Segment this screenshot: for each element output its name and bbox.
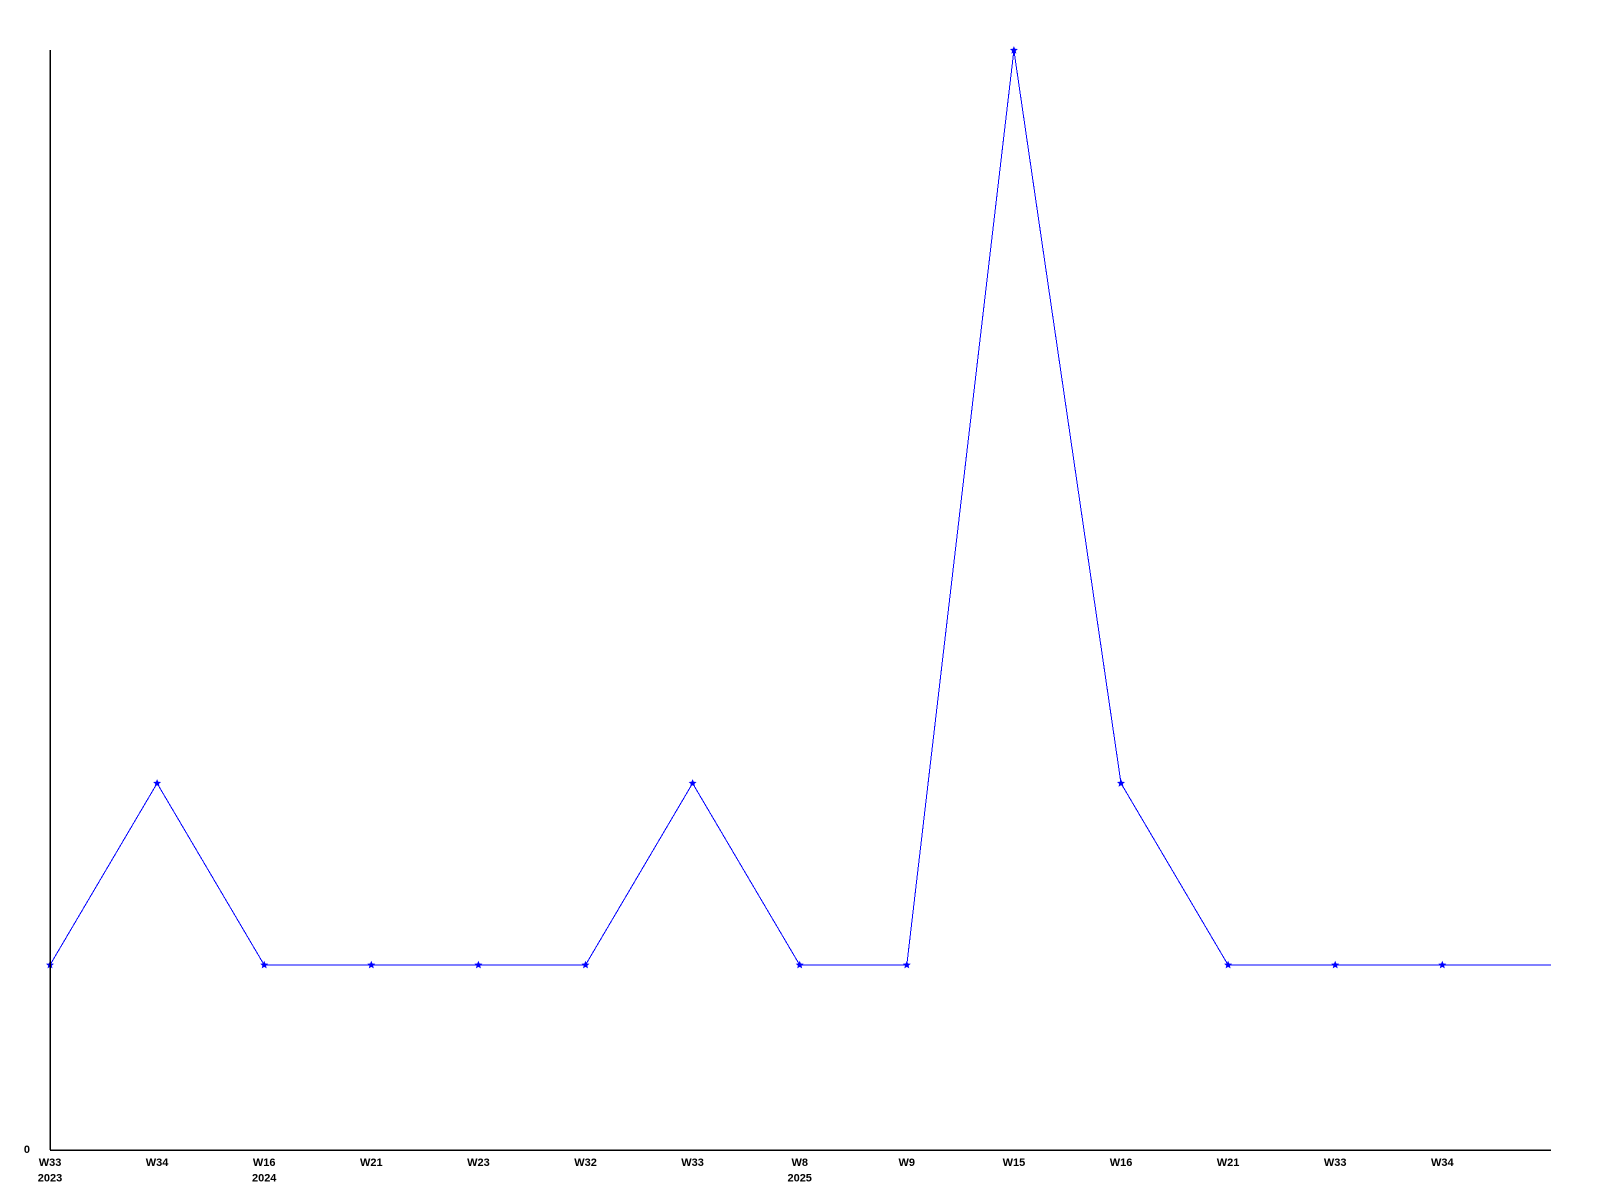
svg-text:W16: W16 (253, 1157, 276, 1169)
svg-text:W34: W34 (1431, 1157, 1455, 1169)
svg-text:0: 0 (24, 1144, 30, 1156)
svg-text:2025: 2025 (787, 1173, 811, 1185)
svg-text:W23: W23 (467, 1157, 490, 1169)
svg-text:W21: W21 (1217, 1157, 1240, 1169)
svg-text:W34: W34 (146, 1157, 170, 1169)
svg-text:2024: 2024 (252, 1173, 277, 1185)
svg-text:2023: 2023 (38, 1173, 62, 1185)
svg-text:W15: W15 (1003, 1157, 1026, 1169)
svg-text:W33: W33 (39, 1157, 62, 1169)
svg-text:W16: W16 (1110, 1157, 1133, 1169)
svg-text:W33: W33 (1324, 1157, 1347, 1169)
svg-text:W21: W21 (360, 1157, 383, 1169)
svg-text:W9: W9 (899, 1157, 916, 1169)
svg-text:W8: W8 (791, 1157, 808, 1169)
svg-text:W33: W33 (681, 1157, 704, 1169)
svg-text:W32: W32 (574, 1157, 597, 1169)
